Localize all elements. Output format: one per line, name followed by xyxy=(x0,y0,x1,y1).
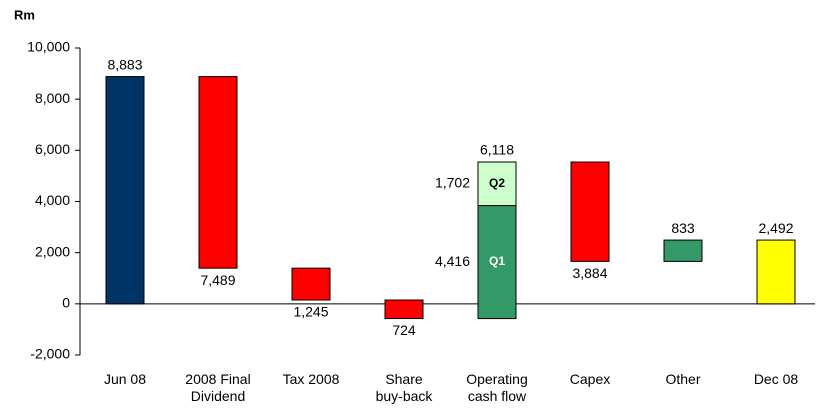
segment-name: Q1 xyxy=(489,254,505,268)
bar xyxy=(198,76,238,269)
bar-segment xyxy=(477,161,517,207)
y-tick-label: -2,000 xyxy=(30,346,70,362)
value-label: 7,489 xyxy=(200,272,235,288)
y-tick-label: 10,000 xyxy=(27,39,70,55)
value-label: 6,118 xyxy=(480,142,514,158)
bar xyxy=(384,299,424,320)
x-tick-label: Other xyxy=(665,371,701,387)
x-tick-label: Operating cash flow xyxy=(466,371,528,404)
bar xyxy=(663,239,703,262)
axis-label: Rm xyxy=(14,7,35,22)
x-tick-label: Capex xyxy=(569,371,611,387)
x-tick-label: Share buy-back xyxy=(375,371,433,404)
x-tick-label: Jun 08 xyxy=(103,371,147,387)
bar xyxy=(570,161,610,262)
y-tick-label: 2,000 xyxy=(35,243,70,259)
value-label: 833 xyxy=(671,220,695,236)
value-label: 2,492 xyxy=(758,220,793,236)
x-tick-label: Dec 08 xyxy=(753,371,799,387)
bar xyxy=(291,267,331,301)
x-tick-label: 2008 Final Dividend xyxy=(185,371,251,404)
segment-value-label: 4,416 xyxy=(435,253,470,269)
value-label: 3,884 xyxy=(572,265,607,281)
y-tick-label: 6,000 xyxy=(35,141,70,157)
value-label: 1,245 xyxy=(293,304,328,320)
value-label: 724 xyxy=(392,322,416,338)
segment-name: Q2 xyxy=(489,176,505,190)
y-tick-label: 4,000 xyxy=(35,192,70,208)
y-tick-label: 8,000 xyxy=(35,90,70,106)
bar-segment xyxy=(477,205,517,320)
y-tick-label: 0 xyxy=(62,295,70,311)
x-tick-label: Tax 2008 xyxy=(282,371,340,387)
bar xyxy=(105,76,145,305)
value-label: 8,883 xyxy=(107,56,142,72)
segment-value-label: 1,702 xyxy=(435,174,470,190)
bar xyxy=(756,239,796,305)
